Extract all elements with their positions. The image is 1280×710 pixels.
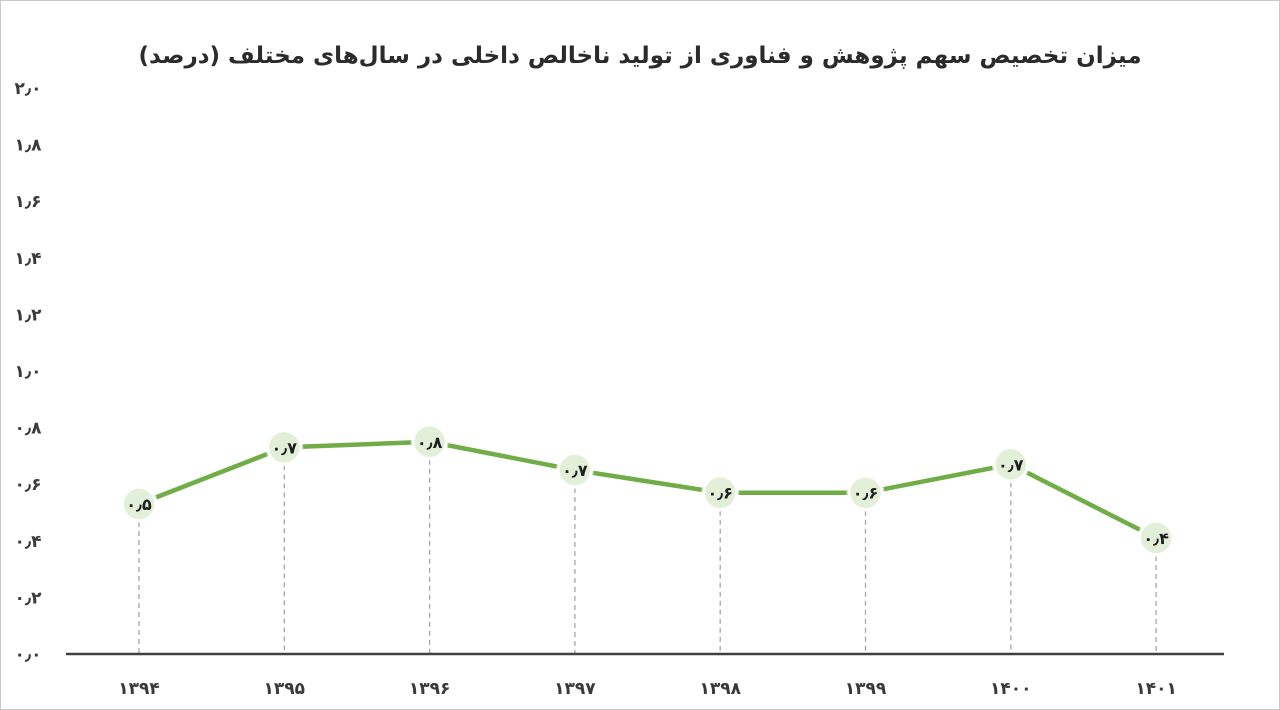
data-point-marker [557,452,593,488]
y-tick-label: ۰٫۸ [14,419,42,439]
chart-title: میزان تخصیص سهم پژوهش و فناوری از تولید … [138,43,1142,69]
data-label: ۰٫۸ [417,433,443,452]
y-tick-label: ۱٫۶ [14,192,41,212]
data-label: ۰٫۷ [272,438,298,457]
x-tick-label: ۱۳۹۵ [264,679,306,699]
x-tick-label: ۱۳۹۴ [118,679,160,699]
data-label: ۰٫۵ [126,495,152,514]
data-point-marker [411,424,448,460]
data-point-marker [702,474,738,511]
y-tick-label: ۱٫۴ [14,249,41,269]
x-tick-label: ۱۴۰۱ [1135,679,1177,699]
y-tick-label: ۰٫۲ [14,588,42,608]
data-label: ۰٫۶ [853,484,879,503]
x-tick-label: ۱۳۹۷ [554,679,596,699]
y-tick-label: ۱٫۸ [14,136,42,156]
data-point-marker [993,446,1029,483]
data-label: ۰٫۴ [1143,529,1169,548]
series-line [136,439,1159,541]
data-label: ۰٫۶ [707,484,733,503]
y-tick-label: ۲٫۰ [14,79,41,99]
y-tick-label: ۱٫۰ [14,362,41,382]
data-point-marker [121,486,157,522]
y-tick-label: ۱٫۲ [14,305,42,325]
y-tick-label: ۰٫۴ [14,532,41,552]
y-tick-label: ۰٫۶ [14,475,41,495]
data-point-marker [1138,520,1174,556]
x-tick-label: ۱۴۰۰ [990,679,1032,699]
data-label: ۰٫۷ [562,461,588,480]
data-label: ۰٫۷ [998,455,1024,474]
y-tick-label: ۰٫۰ [14,645,41,665]
data-point-marker [266,429,303,466]
x-tick-label: ۱۳۹۸ [699,679,741,699]
x-tick-label: ۱۳۹۹ [845,679,887,699]
data-point-marker [847,474,884,511]
x-tick-label: ۱۳۹۶ [409,679,451,699]
